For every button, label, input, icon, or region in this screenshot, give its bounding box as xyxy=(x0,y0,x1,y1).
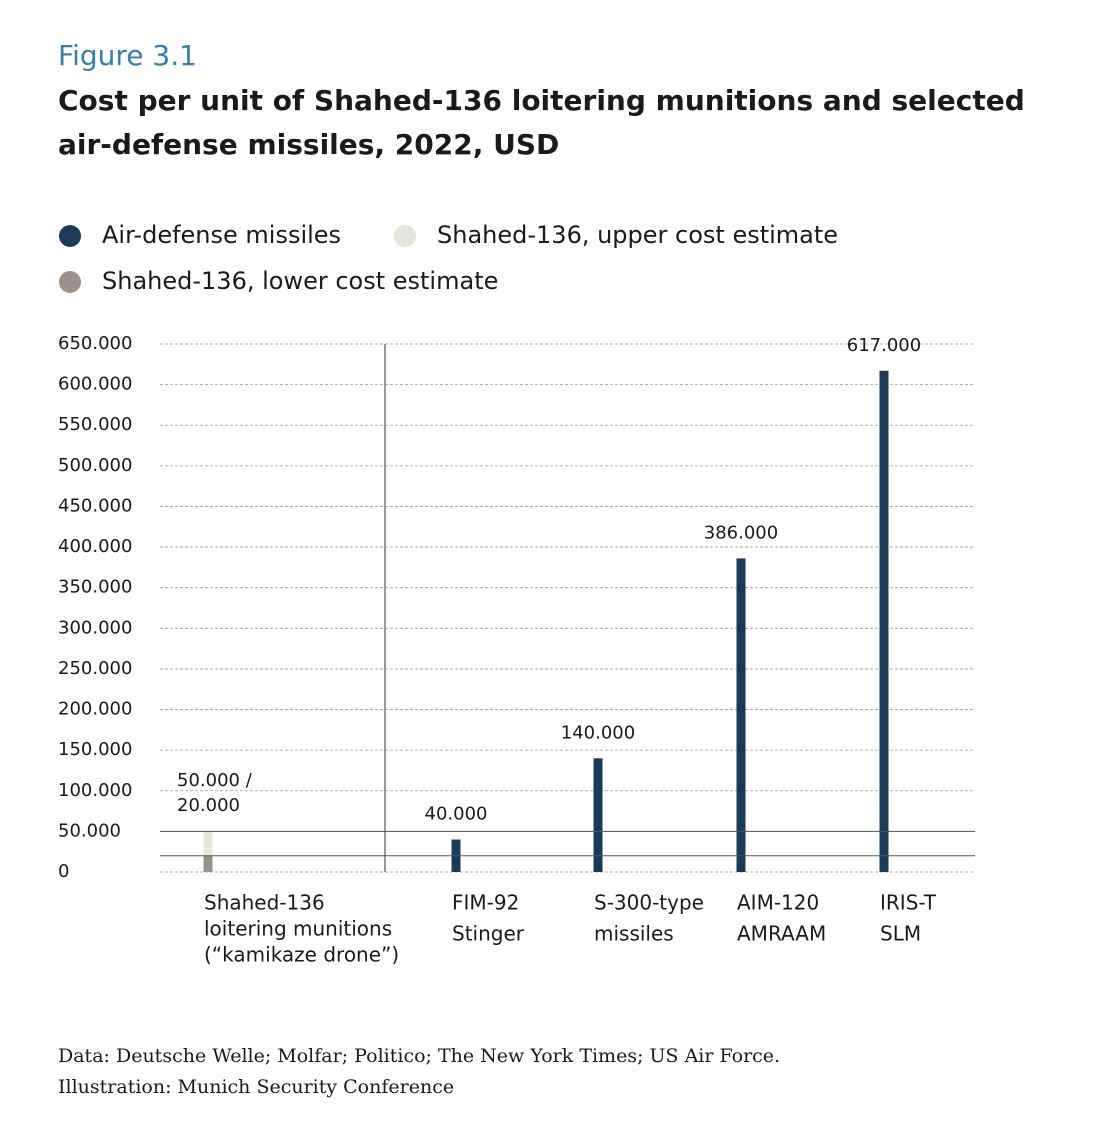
legend-swatch xyxy=(394,225,416,247)
bar xyxy=(879,370,889,872)
bar xyxy=(203,831,213,872)
data-label: 20.000 xyxy=(177,795,240,816)
y-tick-label: 400.000 xyxy=(58,536,132,557)
x-tick-label: (“kamikaze drone”) xyxy=(204,943,399,967)
x-tick-label: Stinger xyxy=(452,922,525,946)
source: Data: Deutsche Welle; Molfar; Politico; … xyxy=(58,1045,780,1067)
y-tick-label: 250.000 xyxy=(58,658,132,679)
x-tick-label: SLM xyxy=(880,922,921,946)
y-tick-label: 100.000 xyxy=(58,780,132,801)
data-label: 50.000 / xyxy=(177,770,253,791)
x-tick-label: S-300-type xyxy=(594,891,704,915)
y-tick-label: 150.000 xyxy=(58,739,132,760)
legend-swatch xyxy=(59,271,81,293)
y-tick-label: 650.000 xyxy=(58,333,132,354)
legend-label: Shahed-136, lower cost estimate xyxy=(102,267,498,295)
y-tick-label: 50.000 xyxy=(58,820,121,841)
y-tick-label: 550.000 xyxy=(58,414,132,435)
data-label: 40.000 xyxy=(425,804,488,825)
x-tick-label: IRIS-T xyxy=(880,891,937,915)
x-tick-label: missiles xyxy=(594,922,674,946)
data-label: 386.000 xyxy=(704,522,778,543)
y-tick-label: 200.000 xyxy=(58,699,132,720)
legend-label: Shahed-136, upper cost estimate xyxy=(437,221,838,249)
y-tick-label: 350.000 xyxy=(58,577,132,598)
bar xyxy=(203,855,213,872)
y-tick-label: 0 xyxy=(58,861,69,882)
chart-title: Cost per unit of Shahed-136 loitering mu… xyxy=(58,84,1025,117)
bar xyxy=(736,558,746,872)
x-tick-label: AMRAAM xyxy=(737,922,826,946)
legend-swatch xyxy=(59,225,81,247)
figure-label: Figure 3.1 xyxy=(58,39,197,72)
y-tick-label: 300.000 xyxy=(58,617,132,638)
data-label: 140.000 xyxy=(561,722,635,743)
legend-label: Air-defense missiles xyxy=(102,221,341,249)
data-label: 617.000 xyxy=(847,335,921,356)
x-tick-label: loitering munitions xyxy=(204,917,392,941)
x-tick-label: FIM-92 xyxy=(452,891,519,915)
chart-title: air-defense missiles, 2022, USD xyxy=(58,128,559,161)
y-tick-label: 600.000 xyxy=(58,374,132,395)
x-tick-label: AIM-120 xyxy=(737,891,819,915)
y-tick-label: 450.000 xyxy=(58,495,132,516)
y-tick-label: 500.000 xyxy=(58,455,132,476)
source: Illustration: Munich Security Conference xyxy=(58,1076,454,1098)
x-tick-label: Shahed-136 xyxy=(204,891,325,915)
bar xyxy=(593,758,603,872)
